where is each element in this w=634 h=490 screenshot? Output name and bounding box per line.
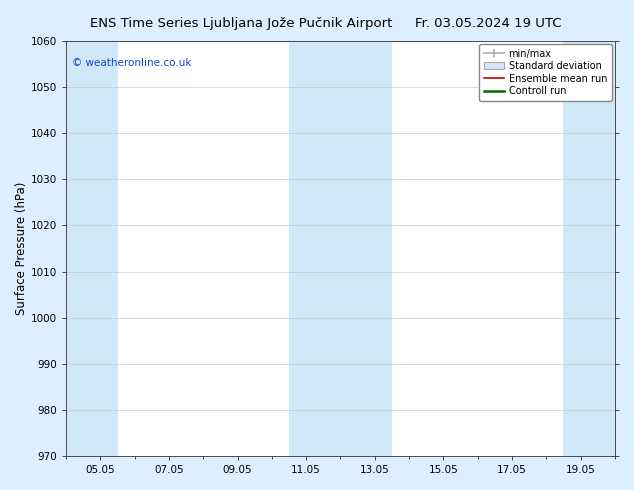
Bar — [289, 41, 392, 456]
Legend: min/max, Standard deviation, Ensemble mean run, Controll run: min/max, Standard deviation, Ensemble me… — [479, 44, 612, 101]
Y-axis label: Surface Pressure (hPa): Surface Pressure (hPa) — [15, 182, 28, 315]
Bar — [564, 41, 615, 456]
Text: © weatheronline.co.uk: © weatheronline.co.uk — [72, 58, 191, 68]
Bar — [66, 41, 117, 456]
Text: ENS Time Series Ljubljana Jože Pučnik Airport: ENS Time Series Ljubljana Jože Pučnik Ai… — [90, 17, 392, 30]
Text: Fr. 03.05.2024 19 UTC: Fr. 03.05.2024 19 UTC — [415, 17, 562, 30]
